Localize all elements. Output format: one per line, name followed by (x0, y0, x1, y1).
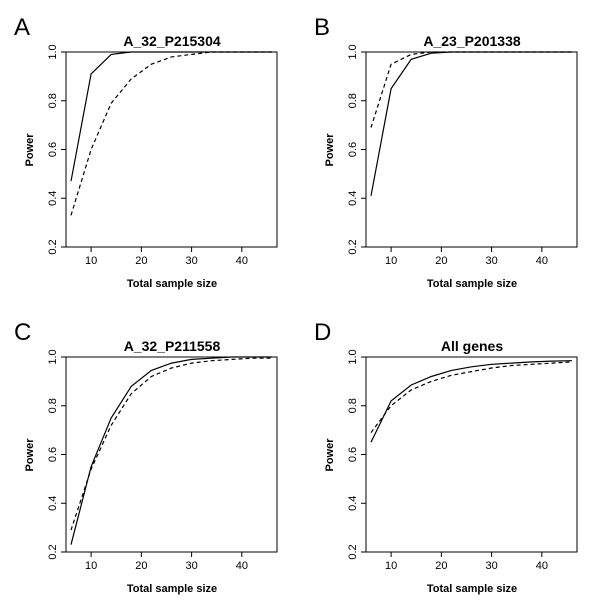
x-axis-label: Total sample size (427, 278, 517, 290)
x-tick-label: 10 (85, 255, 97, 267)
x-tick-label: 40 (236, 560, 248, 572)
x-tick-label: 30 (485, 560, 497, 572)
y-tick-label: 0.6 (347, 142, 359, 157)
chart-d: All genes Total sample size Power 10 20 30… (324, 338, 578, 595)
series-line-dashed (70, 51, 272, 216)
x-tick-label: 20 (435, 255, 447, 267)
x-tick-label: 20 (135, 255, 147, 267)
panel-label-b: B (314, 14, 331, 41)
x-tick-label: 10 (85, 560, 97, 572)
y-tick-label: 0.6 (347, 447, 359, 462)
x-tick-label: 40 (536, 255, 548, 267)
y-tick-label: 0.4 (47, 496, 59, 511)
x-axis-label: Total sample size (127, 583, 217, 595)
y-tick-label: 0.8 (47, 398, 59, 413)
y-tick-label: 0.2 (47, 239, 59, 254)
panel-d: D All genes Total sample size Power 10 20… (300, 305, 600, 605)
plot-frame (365, 356, 578, 553)
chart-title: A_23_P201338 (423, 33, 521, 49)
x-tick-label: 20 (135, 560, 147, 572)
x-axis-label: Total sample size (427, 583, 517, 595)
chart-c: A_32_P211558 Total sample size Power 10 2… (24, 338, 278, 595)
series-line-solid (370, 360, 573, 443)
y-axis-label: Power (24, 133, 36, 167)
y-tick-label: 0.8 (347, 93, 359, 108)
x-tick-label: 30 (185, 560, 197, 572)
plot-frame (65, 51, 278, 248)
y-tick-label: 0.4 (347, 496, 359, 511)
x-tick-label: 20 (435, 560, 447, 572)
panel-label-d: D (314, 319, 332, 346)
x-tick-label: 30 (485, 255, 497, 267)
x-tick-label: 40 (236, 255, 248, 267)
y-axis-label: Power (324, 438, 336, 472)
series-line-dashed (370, 361, 573, 433)
panel-b: B A_23_P201338 Total sample size Power 1… (300, 0, 600, 300)
y-tick-label: 1.0 (347, 349, 359, 364)
plot-frame (365, 51, 578, 248)
panel-label-a: A (14, 14, 31, 41)
series-line-solid (70, 356, 272, 545)
y-tick-label: 0.2 (347, 239, 359, 254)
x-tick-label: 10 (385, 560, 397, 572)
series-line-solid (370, 51, 572, 196)
y-axis-label: Power (24, 438, 36, 472)
x-axis-label: Total sample size (127, 278, 217, 290)
chart-b: A_23_P201338 Total sample size Power 10 2… (324, 33, 578, 290)
x-tick-label: 30 (185, 255, 197, 267)
y-tick-label: 0.6 (47, 142, 59, 157)
chart-a: A_32_P215304 Total sample size Power 10 2… (24, 33, 278, 290)
panel-c: C A_32_P211558 Total sample size Power 1… (0, 305, 300, 605)
y-tick-label: 1.0 (47, 349, 59, 364)
y-tick-label: 0.2 (47, 544, 59, 559)
y-tick-label: 0.4 (47, 191, 59, 206)
y-tick-label: 0.8 (47, 93, 59, 108)
y-tick-label: 0.2 (347, 544, 359, 559)
series-line-solid (70, 51, 272, 182)
y-axis-label: Power (324, 133, 336, 167)
series-line-dashed (70, 357, 272, 531)
chart-title: A_32_P211558 (124, 338, 221, 354)
chart-title: A_32_P215304 (123, 33, 221, 49)
chart-title: All genes (441, 338, 503, 354)
x-tick-label: 10 (385, 255, 397, 267)
x-tick-label: 40 (536, 560, 548, 572)
series-line-dashed (370, 51, 572, 128)
y-tick-label: 0.8 (347, 398, 359, 413)
y-tick-label: 1.0 (347, 44, 359, 59)
panel-a: A A_32_P215304 Total sample size Power 1… (0, 0, 300, 300)
panel-label-c: C (14, 319, 32, 346)
y-tick-label: 0.6 (47, 447, 59, 462)
y-tick-label: 0.4 (347, 191, 359, 206)
y-tick-label: 1.0 (47, 44, 59, 59)
